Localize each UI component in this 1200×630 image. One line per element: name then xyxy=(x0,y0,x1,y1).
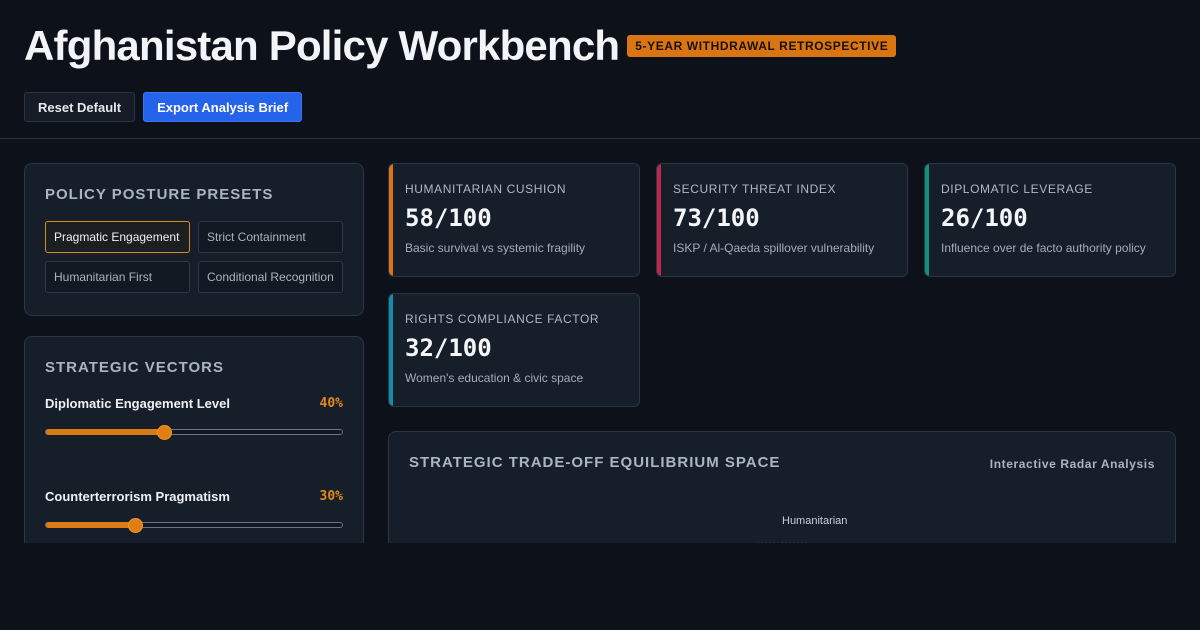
header-divider xyxy=(0,138,1200,139)
metric-label: Rights Compliance Factor xyxy=(405,312,600,326)
metric-description: Basic survival vs systemic fragility xyxy=(405,241,586,255)
counterterrorism-pragmatism-slider[interactable] xyxy=(45,518,343,533)
metric-accent-bar xyxy=(389,294,393,406)
slider-value: 40% xyxy=(319,396,343,411)
metric-description: ISKP / Al-Qaeda spillover vulnerability xyxy=(673,241,875,255)
slider-fill xyxy=(46,522,135,528)
radar-title: Strategic Trade-off Equilibrium Space xyxy=(409,454,781,471)
slider-label: Counterterrorism Pragmatism xyxy=(45,489,230,504)
radar-subtitle: Interactive Radar Analysis xyxy=(989,457,1155,471)
metric-diplomatic-leverage: Diplomatic Leverage 26/100 Influence ove… xyxy=(924,163,1176,277)
radar-axis-label-humanitarian: Humanitarian xyxy=(782,515,848,527)
policy-presets-panel: Policy Posture Presets Pragmatic Engagem… xyxy=(24,163,364,316)
retrospective-badge: 5-YEAR WITHDRAWAL RETROSPECTIVE xyxy=(627,35,897,57)
slider-fill xyxy=(46,429,165,435)
presets-title: Policy Posture Presets xyxy=(45,186,274,203)
preset-humanitarian-first[interactable]: Humanitarian First xyxy=(45,261,190,293)
export-brief-button[interactable]: Export Analysis Brief xyxy=(143,92,303,122)
preset-strict-containment[interactable]: Strict Containment xyxy=(198,221,343,253)
slider-diplomatic-engagement: Diplomatic Engagement Level 40% xyxy=(45,396,343,467)
toolbar: Reset Default Export Analysis Brief xyxy=(24,92,303,122)
metric-label: Diplomatic Leverage xyxy=(941,182,1093,196)
metric-description: Women's education & civic space xyxy=(405,371,584,385)
metric-accent-bar xyxy=(389,164,393,276)
metric-label: Security Threat Index xyxy=(673,182,837,196)
metric-humanitarian-cushion: Humanitarian Cushion 58/100 Basic surviv… xyxy=(388,163,640,277)
page-header: Afghanistan Policy Workbench 5-YEAR WITH… xyxy=(24,22,897,70)
preset-conditional-recognition[interactable]: Conditional Recognition xyxy=(198,261,343,293)
metric-rights-compliance-factor: Rights Compliance Factor 32/100 Women's … xyxy=(388,293,640,407)
app-viewport: Afghanistan Policy Workbench 5-YEAR WITH… xyxy=(0,22,1200,543)
page-title: Afghanistan Policy Workbench xyxy=(24,22,620,69)
metric-value: 32/100 xyxy=(405,334,492,362)
vectors-title: Strategic Vectors xyxy=(45,359,224,376)
slider-label: Diplomatic Engagement Level xyxy=(45,396,230,411)
metric-accent-bar xyxy=(925,164,929,276)
metric-accent-bar xyxy=(657,164,661,276)
metric-value: 26/100 xyxy=(941,204,1028,232)
slider-counterterrorism-pragmatism: Counterterrorism Pragmatism 30% xyxy=(45,489,343,543)
slider-thumb[interactable] xyxy=(157,425,173,440)
reset-default-button[interactable]: Reset Default xyxy=(24,92,136,122)
metric-value: 58/100 xyxy=(405,204,492,232)
metric-description: Influence over de facto authority policy xyxy=(941,241,1146,255)
slider-thumb[interactable] xyxy=(127,518,143,533)
metric-security-threat-index: Security Threat Index 73/100 ISKP / Al-Q… xyxy=(656,163,908,277)
diplomatic-engagement-slider[interactable] xyxy=(45,425,343,440)
preset-pragmatic-engagement[interactable]: Pragmatic Engagement xyxy=(45,221,190,253)
preset-grid: Pragmatic Engagement Strict Containment … xyxy=(45,221,343,293)
metric-label: Humanitarian Cushion xyxy=(405,182,567,196)
tradeoff-radar-panel: Strategic Trade-off Equilibrium Space In… xyxy=(388,431,1176,543)
strategic-vectors-panel: Strategic Vectors Diplomatic Engagement … xyxy=(24,336,364,543)
slider-value: 30% xyxy=(319,489,343,504)
metric-value: 73/100 xyxy=(673,204,760,232)
